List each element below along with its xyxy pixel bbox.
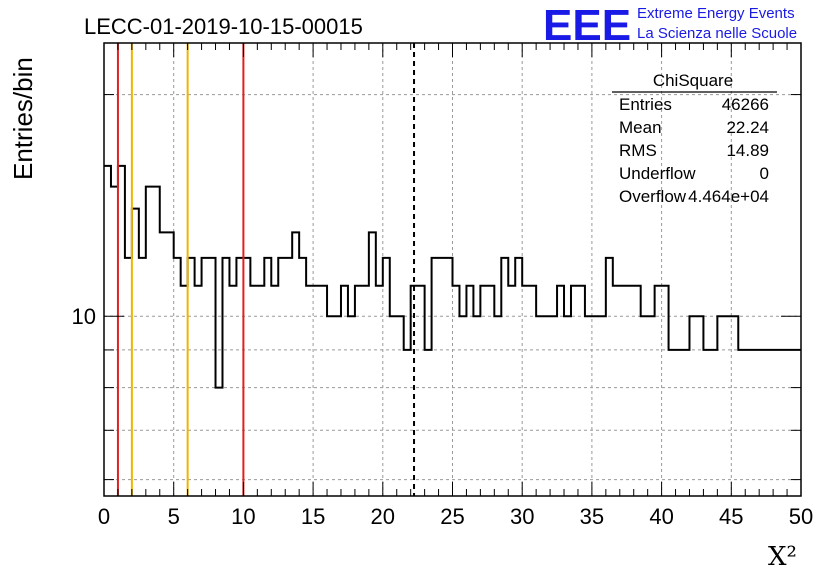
stats-label: Mean (619, 118, 662, 137)
org-name-line1: Extreme Energy Events (637, 5, 795, 22)
stats-title: ChiSquare (653, 71, 733, 90)
stats-value: 4.464e+04 (688, 187, 769, 206)
eee-logo: EEE (543, 1, 631, 50)
chart-title: LECC-01-2019-10-15-00015 (84, 14, 363, 39)
plot-frame (103, 42, 802, 497)
histogram-line (104, 164, 801, 389)
x-tick-label: 50 (789, 504, 813, 529)
tick-labels: 0 5 10 15 20 25 30 35 40 45 50 10 (72, 304, 814, 529)
y-axis-label: Entries/bin (8, 57, 38, 180)
x-tick-label: 5 (168, 504, 180, 529)
y-tick-label: 10 (72, 304, 96, 329)
x-tick-label: 15 (301, 504, 325, 529)
stats-value: 46266 (722, 95, 769, 114)
grid-lines (104, 43, 801, 496)
x-tick-label: 0 (98, 504, 110, 529)
x-tick-label: 25 (440, 504, 464, 529)
x-axis-label: X² (768, 542, 797, 572)
stats-value: 0 (760, 164, 769, 183)
x-tick-label: 40 (649, 504, 673, 529)
x-tick-label: 20 (371, 504, 395, 529)
stats-label: RMS (619, 141, 657, 160)
marker-lines (116, 43, 416, 496)
org-name-line2: La Scienza nelle Scuole (637, 25, 797, 42)
x-tick-label: 30 (510, 504, 534, 529)
stats-label: Underflow (619, 164, 696, 183)
x-tick-label: 45 (719, 504, 743, 529)
stats-label: Overflow (619, 187, 687, 206)
stats-label: Entries (619, 95, 672, 114)
histogram (104, 164, 801, 389)
stats-value: 22.24 (726, 118, 769, 137)
stats-box: ChiSquare Entries 46266 Mean 22.24 RMS 1… (612, 71, 777, 206)
x-tick-label: 35 (580, 504, 604, 529)
stats-value: 14.89 (726, 141, 769, 160)
x-tick-label: 10 (231, 504, 255, 529)
